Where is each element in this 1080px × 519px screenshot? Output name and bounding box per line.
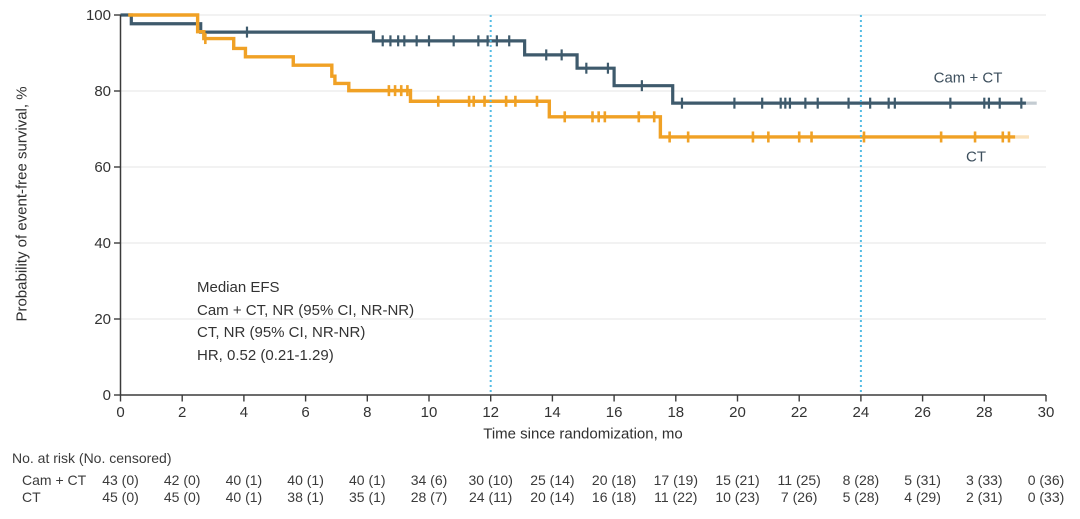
risk-value-cam-ct: 17 (19) xyxy=(653,472,698,488)
risk-value-ct: 40 (1) xyxy=(225,489,263,505)
x-tick-label: 8 xyxy=(363,404,371,421)
legend-label-cam-ct: Cam + CT xyxy=(933,69,1003,87)
risk-value-cam-ct: 42 (0) xyxy=(163,472,201,488)
risk-value-cam-ct: 0 (36) xyxy=(1027,472,1065,488)
survival-curve-ct xyxy=(128,13,1016,139)
risk-value-cam-ct: 43 (0) xyxy=(102,472,139,488)
risk-value-ct: 10 (23) xyxy=(715,489,760,505)
x-tick-label: 0 xyxy=(116,404,124,421)
risk-value-cam-ct: 40 (1) xyxy=(225,472,263,488)
x-tick-label: 14 xyxy=(544,404,561,421)
risk-value-cam-ct: 30 (10) xyxy=(468,472,513,488)
annotation-line-cam-ct: Cam + CT, NR (95% CI, NR-NR) xyxy=(197,301,415,319)
survival-curve-cam-ct xyxy=(120,13,1026,105)
risk-value-cam-ct: 40 (1) xyxy=(287,472,324,488)
annotation-line-ct: CT, NR (95% CI, NR-NR) xyxy=(197,324,366,341)
y-tick-label: 100 xyxy=(86,7,111,24)
risk-row-label-ct: CT xyxy=(22,489,41,505)
y-tick-label: 80 xyxy=(94,83,111,100)
x-tick-label: 16 xyxy=(606,404,623,421)
y-tick-label: 60 xyxy=(94,159,111,176)
x-tick-label: 6 xyxy=(301,404,309,421)
risk-value-ct: 11 (22) xyxy=(654,489,698,505)
risk-value-cam-ct: 11 (25) xyxy=(777,472,821,488)
risk-value-cam-ct: 25 (14) xyxy=(530,472,575,488)
risk-value-cam-ct: 8 (28) xyxy=(842,472,880,488)
risk-value-ct: 2 (31) xyxy=(966,489,1003,505)
risk-value-ct: 35 (1) xyxy=(349,489,386,505)
median-efs-annotation: Median EFS Cam + CT, NR (95% CI, NR-NR) … xyxy=(197,277,414,367)
risk-value-ct: 0 (33) xyxy=(1027,489,1065,505)
risk-value-ct: 38 (1) xyxy=(287,489,324,505)
risk-value-cam-ct: 34 (6) xyxy=(410,472,448,488)
x-tick-label: 10 xyxy=(421,404,438,421)
x-tick-label: 4 xyxy=(240,404,248,421)
y-axis-label: Probability of event-free survival, % xyxy=(13,86,31,322)
risk-value-cam-ct: 20 (18) xyxy=(591,472,637,488)
x-tick-label: 2 xyxy=(178,404,186,421)
annotation-line-hr: HR, 0.52 (0.21-1.29) xyxy=(197,346,334,364)
x-tick-label: 20 xyxy=(729,404,746,421)
risk-value-ct: 45 (0) xyxy=(163,489,201,505)
annotation-line-median-efs: Median EFS xyxy=(197,279,280,296)
risk-value-ct: 16 (18) xyxy=(591,489,637,505)
y-tick-label: 20 xyxy=(94,311,111,328)
x-tick-label: 12 xyxy=(482,404,499,421)
x-tick-label: 30 xyxy=(1038,404,1055,421)
x-tick-label: 22 xyxy=(791,404,808,421)
x-tick-label: 26 xyxy=(914,404,931,421)
risk-value-ct: 7 (26) xyxy=(780,489,818,505)
x-tick-label: 18 xyxy=(667,404,684,421)
legend-label-ct: CT xyxy=(966,148,986,166)
risk-value-ct: 24 (11) xyxy=(469,489,513,505)
risk-value-ct: 45 (0) xyxy=(102,489,139,505)
risk-value-ct: 4 (29) xyxy=(904,489,941,505)
risk-value-cam-ct: 40 (1) xyxy=(349,472,386,488)
y-tick-label: 40 xyxy=(94,235,111,252)
risk-row-label-cam-ct: Cam + CT xyxy=(22,472,87,488)
risk-value-cam-ct: 3 (33) xyxy=(966,472,1003,488)
risk-value-cam-ct: 15 (21) xyxy=(715,472,760,488)
risk-value-ct: 20 (14) xyxy=(530,489,575,505)
risk-value-ct: 5 (28) xyxy=(842,489,880,505)
risk-table-header: No. at risk (No. censored) xyxy=(12,450,172,466)
x-tick-label: 24 xyxy=(853,404,870,421)
x-axis-label: Time since randomization, mo xyxy=(483,425,683,443)
risk-value-ct: 28 (7) xyxy=(410,489,448,505)
risk-value-cam-ct: 5 (31) xyxy=(904,472,941,488)
y-tick-label: 0 xyxy=(103,387,111,404)
x-tick-label: 28 xyxy=(976,404,993,421)
